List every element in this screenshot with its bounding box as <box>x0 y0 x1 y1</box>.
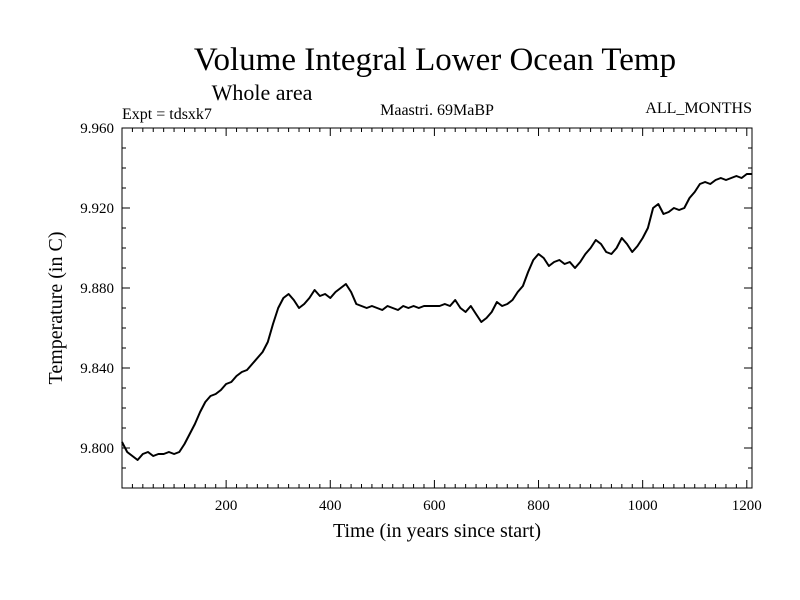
y-tick-label: 9.880 <box>80 281 114 297</box>
experiment-label: Expt = tdsxk7 <box>122 106 212 123</box>
y-tick-label: 9.840 <box>80 361 114 377</box>
period-label: Maastri. 69MaBP <box>380 102 494 119</box>
x-tick-label: 1200 <box>732 498 762 514</box>
tick-labels: 200 400 600 800 1000 1200 9.800 9.840 9.880 9.920… <box>80 121 762 514</box>
axis-ticks <box>122 128 752 488</box>
chart-subtitle: Whole area <box>212 80 313 105</box>
y-tick-label: 9.920 <box>80 201 114 217</box>
chart-title: Volume Integral Lower Ocean Temp <box>194 42 676 78</box>
x-tick-label: 1000 <box>628 498 658 514</box>
x-tick-label: 600 <box>423 498 446 514</box>
x-tick-label: 400 <box>319 498 342 514</box>
x-axis-label: Time (in years since start) <box>333 520 541 542</box>
y-axis-label: Temperature (in C) <box>45 232 67 385</box>
x-tick-label: 800 <box>527 498 550 514</box>
series-group <box>121 173 752 461</box>
y-tick-label: 9.960 <box>80 121 114 137</box>
x-tick-label: 200 <box>215 498 238 514</box>
y-tick-label: 9.800 <box>80 441 114 457</box>
plot-frame <box>121 127 753 489</box>
series-line <box>121 173 752 461</box>
months-label: ALL_MONTHS <box>645 100 752 117</box>
